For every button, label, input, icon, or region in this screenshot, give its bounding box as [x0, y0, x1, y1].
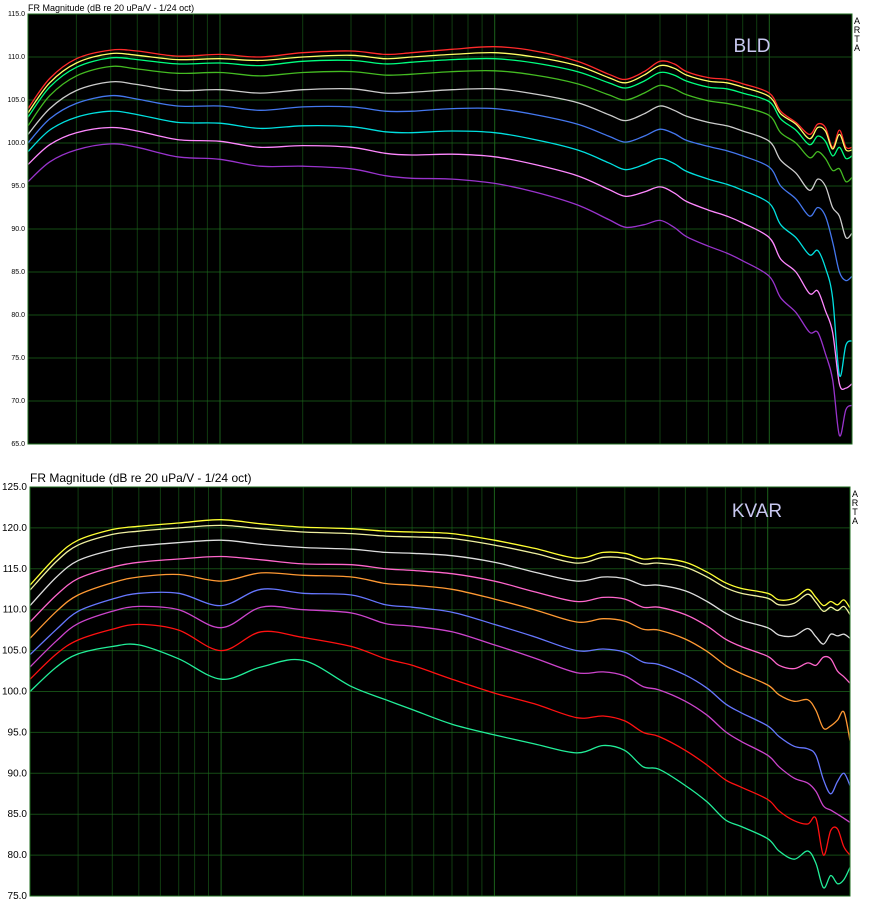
bld-series-line-7 [27, 110, 853, 378]
kvar-chart-title: FR Magnitude (dB re 20 uPa/V - 1/24 oct) [30, 471, 252, 485]
kvar-y-tick-label: 95.0 [8, 727, 28, 738]
bld-y-tick-labels: 115.0 110.0 105.0 100.0 95.0 90.0 85.0 80.0 75.0… [7, 11, 25, 448]
kvar-y-tick-label: 120.0 [2, 523, 27, 534]
bld-y-tick-label: 110.0 [8, 54, 25, 61]
kvar-y-tick-label: 80.0 [8, 850, 28, 861]
bld-series-line-5 [27, 81, 853, 239]
bld-series-line-1 [27, 46, 853, 150]
kvar-y-tick-label: 115.0 [3, 564, 28, 575]
bld-series-line-3 [27, 56, 853, 160]
bld-series-line-8 [27, 126, 853, 391]
kvar-plot-frame [29, 486, 851, 897]
bld-y-tick-label: 70.0 [11, 398, 25, 405]
kvar-series-line-7 [29, 605, 851, 823]
bld-y-tick-label: 100.0 [7, 140, 25, 147]
bld-chart: 115.0 110.0 105.0 100.0 95.0 90.0 85.0 80.0 75.0… [7, 11, 853, 448]
bld-horizontal-grid [28, 56, 852, 402]
kvar-y-tick-label: 105.0 [2, 646, 27, 657]
bld-series-line-9 [27, 143, 853, 437]
bld-annotation-label: BLD [734, 36, 771, 57]
bld-plot-frame [27, 13, 853, 445]
kvar-y-tick-label: 100.0 [2, 687, 27, 698]
kvar-series-line-8 [29, 623, 851, 856]
kvar-series-line-5 [29, 572, 851, 741]
bld-y-tick-label: 75.0 [11, 355, 25, 362]
kvar-y-tick-label: 90.0 [8, 768, 28, 779]
kvar-series-line-4 [29, 555, 851, 684]
bld-series-line-2 [27, 51, 853, 152]
kvar-y-tick-label: 85.0 [8, 809, 28, 820]
kvar-series-line-1 [29, 519, 851, 609]
kvar-y-tick-label: 125.0 [2, 482, 27, 493]
kvar-series-line-6 [29, 588, 851, 795]
bld-panel: FR Magnitude (dB re 20 uPa/V - 1/24 oct)… [0, 0, 866, 464]
bld-y-tick-label: 115.0 [8, 11, 25, 18]
kvar-series-line-3 [29, 539, 851, 645]
kvar-chart: 125.0 120.0 115.0 110.0 105.0 100.0 95.0 90.0 85… [2, 482, 851, 902]
bld-y-tick-label: 105.0 [7, 97, 25, 104]
bld-y-tick-label: 90.0 [11, 226, 25, 233]
bld-y-tick-label: 95.0 [11, 183, 25, 190]
kvar-panel: FR Magnitude (dB re 20 uPa/V - 1/24 oct)… [0, 466, 878, 921]
kvar-series-line-2 [29, 524, 851, 615]
bld-y-tick-label: 85.0 [11, 269, 25, 276]
kvar-annotation-label: KVAR [732, 501, 782, 522]
bld-chart-title: FR Magnitude (dB re 20 uPa/V - 1/24 oct) [28, 3, 195, 13]
kvar-y-tick-label: 75.0 [8, 891, 28, 902]
bld-y-tick-label: 80.0 [11, 312, 25, 319]
bld-series-line-6 [27, 94, 853, 282]
bld-series-line-4 [27, 65, 853, 183]
bld-y-tick-label: 65.0 [11, 441, 25, 448]
kvar-series-line-9 [29, 643, 851, 889]
kvar-y-tick-label: 110.0 [3, 605, 28, 616]
kvar-y-tick-labels: 125.0 120.0 115.0 110.0 105.0 100.0 95.0 90.0 85… [2, 482, 27, 902]
